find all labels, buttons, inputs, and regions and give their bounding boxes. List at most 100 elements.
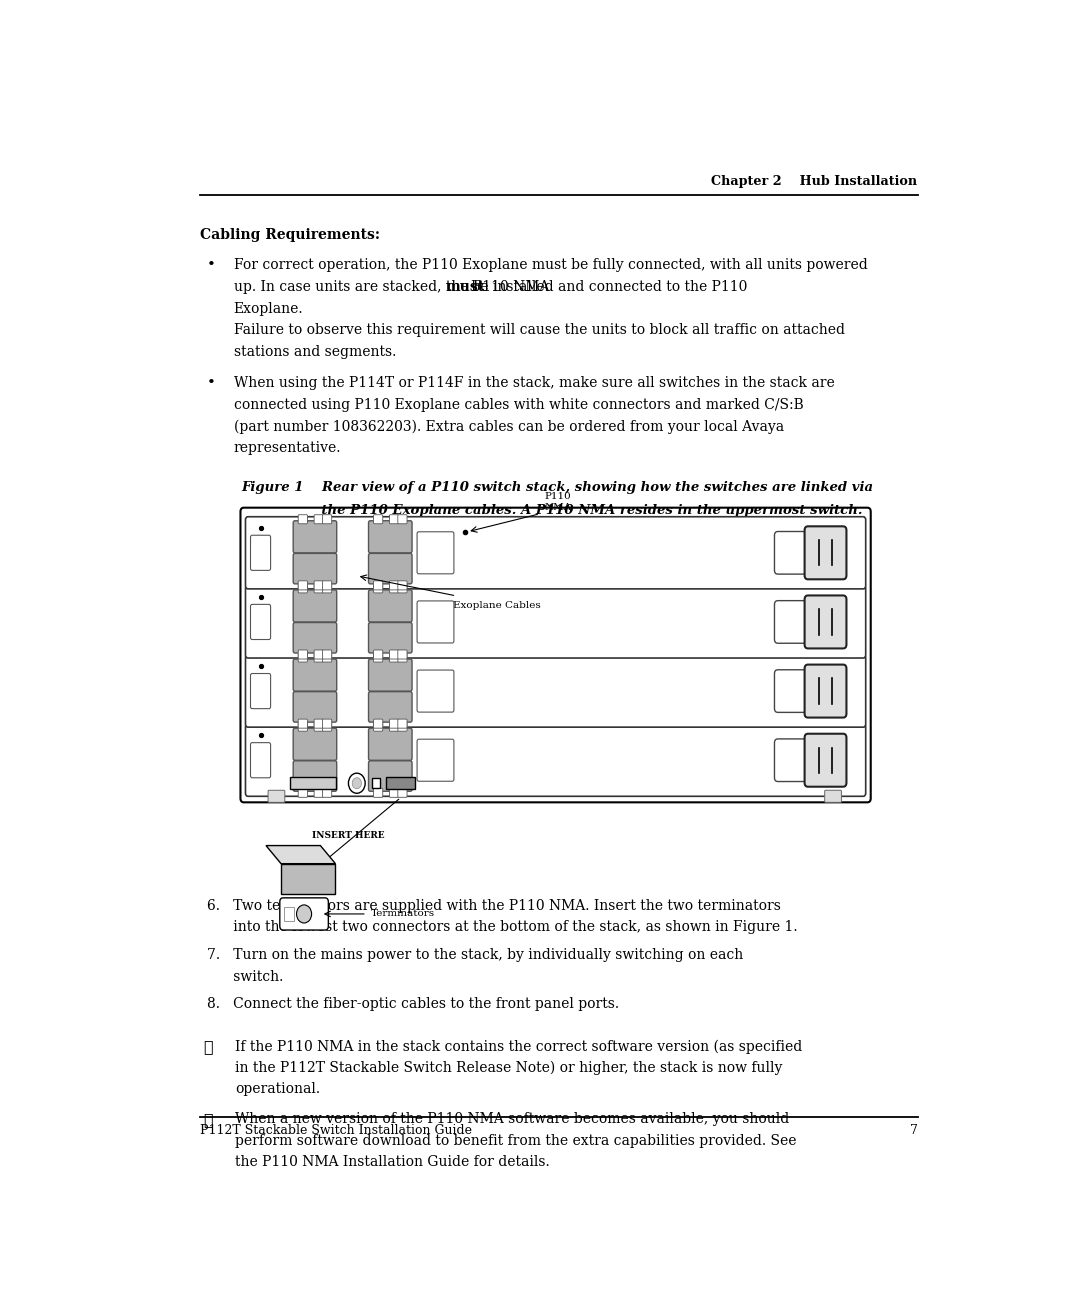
Text: Chapter 2    Hub Installation: Chapter 2 Hub Installation <box>712 175 918 188</box>
FancyBboxPatch shape <box>397 584 407 593</box>
Text: 7: 7 <box>909 1123 918 1136</box>
Text: operational.: operational. <box>235 1083 321 1097</box>
FancyBboxPatch shape <box>293 729 337 760</box>
FancyBboxPatch shape <box>417 532 454 573</box>
FancyBboxPatch shape <box>774 601 807 644</box>
FancyBboxPatch shape <box>368 623 413 653</box>
FancyBboxPatch shape <box>314 584 323 593</box>
FancyBboxPatch shape <box>268 790 285 802</box>
FancyBboxPatch shape <box>417 601 454 643</box>
FancyBboxPatch shape <box>298 650 308 660</box>
FancyBboxPatch shape <box>374 722 382 731</box>
FancyBboxPatch shape <box>368 729 413 760</box>
FancyBboxPatch shape <box>805 526 847 580</box>
FancyBboxPatch shape <box>374 720 382 729</box>
FancyBboxPatch shape <box>323 584 332 593</box>
Text: P110 Exoplane Cables: P110 Exoplane Cables <box>423 601 541 610</box>
FancyBboxPatch shape <box>293 554 337 584</box>
FancyBboxPatch shape <box>314 650 323 660</box>
FancyBboxPatch shape <box>374 789 382 797</box>
FancyBboxPatch shape <box>368 554 413 584</box>
Text: connected using P110 Exoplane cables with white connectors and marked C/S:B: connected using P110 Exoplane cables wit… <box>233 398 804 413</box>
FancyBboxPatch shape <box>284 906 294 921</box>
Text: stations and segments.: stations and segments. <box>233 345 396 359</box>
Text: perform software download to benefit from the extra capabilities provided. See: perform software download to benefit fro… <box>235 1134 797 1148</box>
Text: (part number 108362203). Extra cables can be ordered from your local Avaya: (part number 108362203). Extra cables ca… <box>233 419 784 434</box>
Text: •: • <box>207 376 216 390</box>
FancyBboxPatch shape <box>825 790 841 802</box>
Text: Terminators: Terminators <box>372 909 435 918</box>
FancyBboxPatch shape <box>368 521 413 552</box>
FancyBboxPatch shape <box>805 596 847 649</box>
FancyBboxPatch shape <box>390 650 399 660</box>
FancyBboxPatch shape <box>390 722 399 731</box>
FancyBboxPatch shape <box>323 789 332 797</box>
FancyBboxPatch shape <box>417 739 454 781</box>
FancyBboxPatch shape <box>323 650 332 660</box>
Circle shape <box>297 905 312 923</box>
FancyBboxPatch shape <box>280 897 328 930</box>
FancyBboxPatch shape <box>397 722 407 731</box>
Text: If the P110 NMA in the stack contains the correct software version (as specified: If the P110 NMA in the stack contains th… <box>235 1040 802 1054</box>
Circle shape <box>352 777 362 789</box>
FancyBboxPatch shape <box>774 532 807 575</box>
FancyBboxPatch shape <box>314 581 323 590</box>
FancyBboxPatch shape <box>368 761 413 791</box>
Text: When using the P114T or P114F in the stack, make sure all switches in the stack : When using the P114T or P114F in the sta… <box>233 376 835 390</box>
FancyBboxPatch shape <box>245 586 866 658</box>
FancyBboxPatch shape <box>397 789 407 797</box>
FancyBboxPatch shape <box>293 521 337 552</box>
FancyBboxPatch shape <box>368 660 413 691</box>
FancyBboxPatch shape <box>323 720 332 729</box>
Text: P112T Stackable Switch Installation Guide: P112T Stackable Switch Installation Guid… <box>200 1123 472 1136</box>
FancyBboxPatch shape <box>397 653 407 662</box>
FancyBboxPatch shape <box>390 581 399 590</box>
FancyBboxPatch shape <box>251 674 271 709</box>
Text: 8.   Connect the fiber-optic cables to the front panel ports.: 8. Connect the fiber-optic cables to the… <box>207 998 619 1011</box>
FancyBboxPatch shape <box>368 692 413 722</box>
FancyBboxPatch shape <box>314 789 323 797</box>
FancyBboxPatch shape <box>293 590 337 622</box>
FancyBboxPatch shape <box>298 581 308 590</box>
FancyBboxPatch shape <box>251 535 271 571</box>
FancyBboxPatch shape <box>387 777 416 789</box>
Text: representative.: representative. <box>233 441 341 456</box>
FancyBboxPatch shape <box>314 653 323 662</box>
FancyBboxPatch shape <box>323 722 332 731</box>
FancyBboxPatch shape <box>390 653 399 662</box>
FancyBboxPatch shape <box>298 515 308 524</box>
Text: •: • <box>207 259 216 272</box>
FancyBboxPatch shape <box>323 653 332 662</box>
Text: 7.   Turn on the mains power to the stack, by individually switching on each: 7. Turn on the mains power to the stack,… <box>207 948 743 963</box>
Text: When a new version of the P110 NMA software becomes available, you should: When a new version of the P110 NMA softw… <box>235 1111 789 1126</box>
FancyBboxPatch shape <box>245 724 866 797</box>
FancyBboxPatch shape <box>397 650 407 660</box>
Text: Exoplane.: Exoplane. <box>233 302 303 316</box>
Polygon shape <box>266 845 336 863</box>
FancyBboxPatch shape <box>374 653 382 662</box>
FancyBboxPatch shape <box>397 720 407 729</box>
FancyBboxPatch shape <box>293 623 337 653</box>
FancyBboxPatch shape <box>805 734 847 786</box>
FancyBboxPatch shape <box>374 515 382 524</box>
FancyBboxPatch shape <box>293 660 337 691</box>
FancyBboxPatch shape <box>314 515 323 524</box>
FancyBboxPatch shape <box>370 517 410 793</box>
FancyBboxPatch shape <box>374 584 382 593</box>
Text: ⓘ: ⓘ <box>204 1040 213 1054</box>
FancyBboxPatch shape <box>368 590 413 622</box>
FancyBboxPatch shape <box>314 720 323 729</box>
Text: 6.   Two terminators are supplied with the P110 NMA. Insert the two terminators: 6. Two terminators are supplied with the… <box>207 899 781 913</box>
Text: Figure 1    Rear view of a P110 switch stack, showing how the switches are linke: Figure 1 Rear view of a P110 switch stac… <box>242 481 874 494</box>
FancyBboxPatch shape <box>314 722 323 731</box>
FancyBboxPatch shape <box>289 777 336 789</box>
FancyBboxPatch shape <box>245 656 866 727</box>
FancyBboxPatch shape <box>372 778 380 789</box>
Text: the P110 NMA Installation Guide for details.: the P110 NMA Installation Guide for deta… <box>235 1156 550 1169</box>
Text: be installed and connected to the P110: be installed and connected to the P110 <box>467 279 747 294</box>
FancyBboxPatch shape <box>397 581 407 590</box>
FancyBboxPatch shape <box>774 739 807 781</box>
FancyBboxPatch shape <box>323 581 332 590</box>
FancyBboxPatch shape <box>298 653 308 662</box>
FancyBboxPatch shape <box>298 789 308 797</box>
